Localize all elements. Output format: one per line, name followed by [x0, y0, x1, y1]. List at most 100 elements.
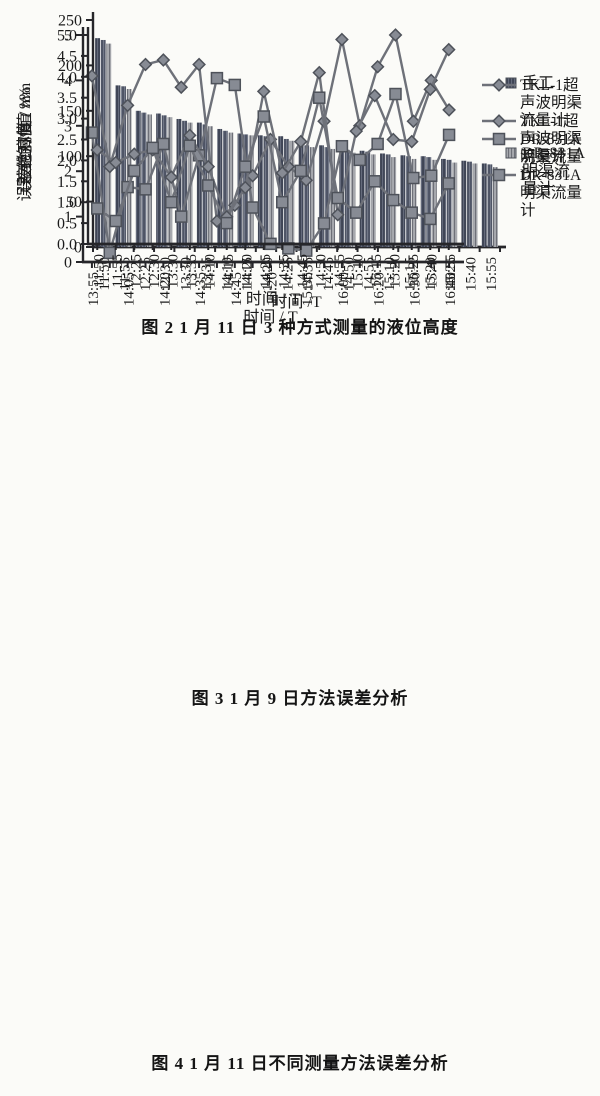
- svg-text:15:40: 15:40: [463, 257, 479, 291]
- svg-text:3.0: 3.0: [57, 111, 77, 128]
- svg-text:14:20: 14:20: [157, 272, 173, 306]
- svg-text:13:30: 13:30: [179, 257, 195, 291]
- svg-text:12:30: 12:30: [158, 257, 174, 291]
- svg-text:5.0: 5.0: [57, 28, 77, 45]
- svg-text:声波明渠: 声波明渠: [520, 130, 582, 148]
- svg-text:15:10: 15:10: [350, 254, 366, 288]
- svg-text:量计: 量计: [522, 180, 554, 198]
- svg-text:时间 /T: 时间 /T: [271, 293, 321, 311]
- svg-text:11:50: 11:50: [91, 254, 107, 288]
- svg-text:16:40: 16:40: [443, 272, 459, 306]
- svg-text:1: 1: [64, 209, 72, 226]
- svg-text:0: 0: [74, 240, 82, 257]
- svg-text:0: 0: [64, 255, 72, 272]
- svg-text:4: 4: [64, 73, 72, 90]
- svg-text:12:25: 12:25: [128, 254, 144, 288]
- svg-text:13:35: 13:35: [199, 257, 215, 291]
- svg-text:14:50: 14:50: [341, 257, 357, 291]
- svg-text:15:55: 15:55: [484, 257, 500, 291]
- svg-text:14:55: 14:55: [332, 254, 348, 288]
- svg-text:计: 计: [520, 165, 536, 183]
- svg-text:计: 计: [520, 201, 536, 219]
- svg-text:TKL-1超: TKL-1超: [520, 76, 579, 94]
- svg-text:16:20: 16:20: [372, 272, 388, 306]
- svg-text:14:35: 14:35: [193, 272, 209, 306]
- svg-text:2.0: 2.0: [57, 153, 77, 170]
- svg-text:3.5: 3.5: [57, 90, 77, 107]
- svg-text:14:20: 14:20: [239, 254, 255, 288]
- svg-text:250: 250: [58, 13, 82, 30]
- svg-text:15:55: 15:55: [443, 254, 459, 288]
- svg-text:误差绝对值 / %: 误差绝对值 / %: [16, 87, 34, 193]
- fig4-line-chart-canvas: 0.0 0.5 1.0 1.5 2.0 2.5 3.0 3.5 4.0 4.5 5.0 误差绝对值 /…: [16, 27, 582, 308]
- svg-text:15:40: 15:40: [424, 254, 440, 288]
- svg-text:15:20: 15:20: [423, 257, 439, 291]
- svg-text:DR-831A: DR-831A: [522, 145, 586, 162]
- svg-text:14:15: 14:15: [221, 254, 237, 288]
- svg-text:14:45: 14:45: [229, 272, 245, 306]
- svg-text:DR-831A: DR-831A: [520, 167, 582, 184]
- svg-text:14:50: 14:50: [313, 254, 329, 288]
- svg-text:12:25: 12:25: [138, 257, 154, 291]
- svg-text:15:10: 15:10: [382, 257, 398, 291]
- svg-text:14:35: 14:35: [276, 254, 292, 288]
- svg-text:误差绝对值 / %: 误差绝对值 / %: [16, 96, 34, 202]
- svg-text:流量计: 流量计: [520, 111, 567, 129]
- svg-text:14:10: 14:10: [202, 254, 218, 288]
- svg-text:15:35: 15:35: [300, 272, 316, 306]
- svg-text:1.5: 1.5: [57, 174, 77, 191]
- svg-text:流量计: 流量计: [520, 147, 567, 165]
- svg-text:DR-831A: DR-831A: [520, 131, 582, 148]
- svg-text:时间 / T: 时间 / T: [246, 290, 300, 308]
- svg-text:16:00: 16:00: [336, 272, 352, 306]
- svg-text:TKL-1超: TKL-1超: [520, 112, 579, 130]
- svg-text:手工: 手工: [522, 74, 554, 92]
- svg-text:14:25: 14:25: [280, 257, 296, 291]
- figure-3-caption: 图 3 1 月 9 日方法误差分析: [191, 689, 409, 708]
- svg-text:150: 150: [58, 103, 82, 120]
- svg-text:0.0: 0.0: [57, 237, 77, 254]
- svg-text:5: 5: [64, 28, 72, 45]
- svg-text:14:10: 14:10: [219, 257, 235, 291]
- svg-text:声波明渠: 声波明渠: [520, 94, 582, 112]
- svg-text:0.5: 0.5: [57, 216, 77, 233]
- svg-text:明渠流量: 明渠流量: [520, 184, 582, 202]
- svg-text:15:25: 15:25: [406, 254, 422, 288]
- svg-text:100: 100: [58, 149, 82, 166]
- svg-text:11:55: 11:55: [118, 257, 134, 291]
- svg-text:13:35: 13:35: [184, 254, 200, 288]
- svg-text:14:35: 14:35: [301, 257, 317, 291]
- svg-text:14:20: 14:20: [260, 257, 276, 291]
- svg-text:4.0: 4.0: [57, 69, 77, 86]
- svg-text:3: 3: [64, 118, 72, 135]
- svg-text:2: 2: [64, 164, 72, 181]
- svg-text:15:25: 15:25: [443, 257, 459, 291]
- svg-text:明渠流: 明渠流: [522, 162, 570, 180]
- svg-text:2.5: 2.5: [57, 132, 77, 149]
- svg-text:1.0: 1.0: [57, 195, 77, 212]
- svg-text:16:30: 16:30: [407, 272, 423, 306]
- svg-text:13:55: 13:55: [86, 272, 102, 306]
- svg-text:15:15: 15:15: [369, 254, 385, 288]
- figure-4-caption: 图 4 1 月 11 日不同测量方法误差分析: [151, 1054, 449, 1073]
- svg-text:15:20: 15:20: [387, 254, 403, 288]
- svg-text:15:20: 15:20: [265, 272, 281, 306]
- svg-text:11:55: 11:55: [110, 254, 126, 288]
- svg-text:14:55: 14:55: [362, 257, 378, 291]
- svg-text:4.5: 4.5: [57, 48, 77, 65]
- svg-text:明渠流量: 明渠流量: [520, 148, 582, 166]
- svg-text:200: 200: [58, 58, 82, 75]
- svg-text:14:45: 14:45: [295, 254, 311, 288]
- svg-text:14:25: 14:25: [258, 254, 274, 288]
- svg-text:15:15: 15:15: [402, 257, 418, 291]
- svg-text:液位高度 / mm: 液位高度 / mm: [16, 82, 34, 184]
- svg-text:14:05: 14:05: [122, 272, 138, 306]
- svg-text:12:30: 12:30: [147, 254, 163, 288]
- figure-2-caption: 图 2 1 月 11 日 3 种方式测量的液位高度: [141, 318, 459, 337]
- svg-text:50: 50: [66, 194, 82, 211]
- svg-text:13:30: 13:30: [165, 254, 181, 288]
- svg-text:时间 / T: 时间 / T: [243, 308, 297, 326]
